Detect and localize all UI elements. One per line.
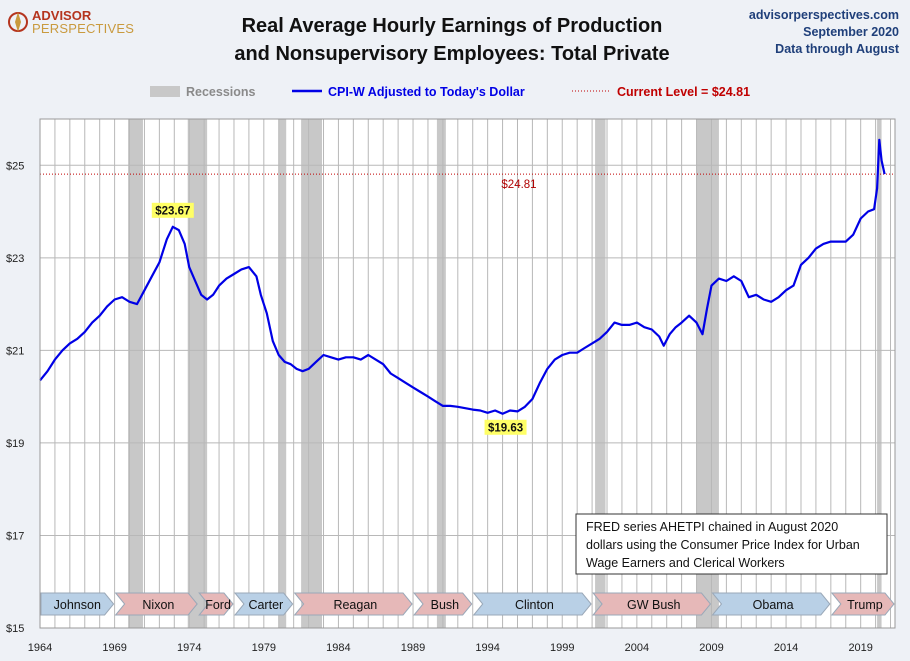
president-label: Clinton [515,598,554,612]
x-tick-label: 1994 [475,642,499,654]
y-tick-label: $21 [6,345,24,357]
president-label: Bush [431,598,460,612]
recession-bar [595,119,606,628]
legend-current: Current Level = $24.81 [617,85,750,99]
president-label: Reagan [333,598,377,612]
president-ribbon [114,592,198,616]
x-tick-label: 1979 [252,642,276,654]
president-label: GW Bush [627,598,681,612]
note-line1: FRED series AHETPI chained in August 202… [586,520,838,534]
x-tick-label: 2009 [699,642,723,654]
current-level-label: $24.81 [501,179,536,191]
recession-bar [436,119,446,628]
x-tick-label: 1964 [28,642,52,654]
logo: ADVISOR PERSPECTIVES [8,8,134,36]
note-frame [575,513,888,575]
x-tick-label: 1974 [177,642,201,654]
callout-box [484,419,527,435]
x-tick-label: 2019 [848,642,872,654]
series-layer [39,138,886,415]
president-label: Trump [847,598,883,612]
callout-label: $19.63 [488,422,523,434]
president-label: Johnson [54,598,101,612]
recession-bar [696,119,719,628]
plot-border [39,118,896,629]
president-layer: Johnson Nixon Ford Carter Reagan Bush Clinton G… [40,592,895,616]
y-tick-label: $17 [6,530,24,542]
president-ribbon [472,592,592,616]
chart-title-line1: Real Average Hourly Earnings of Producti… [242,15,663,37]
note-line3: Wage Earners and Clerical Workers [586,556,785,570]
president-ribbon [711,592,831,616]
legend-recession-swatch [150,86,180,97]
logo-line1: ADVISOR [32,8,92,23]
president-label: Nixon [142,598,174,612]
recession-bar [877,119,882,628]
x-tick-label: 2004 [625,642,649,654]
recession-bar [278,119,287,628]
chart-title-line2: and Nonsupervisory Employees: Total Priv… [234,43,669,65]
x-tick-label: 1989 [401,642,425,654]
x-tick-label: 2014 [774,642,798,654]
logo-star-icon [15,12,21,32]
logo-line2: PERSPECTIVES [32,21,134,36]
president-ribbon [830,592,895,616]
president-ribbon [233,592,294,616]
legend-series: CPI-W Adjusted to Today's Dollar [328,85,525,99]
president-ribbon [412,592,473,616]
series-line [39,138,886,415]
recession-bar [128,119,143,628]
x-tick-label: 1969 [102,642,126,654]
note-line2: dollars using the Consumer Price Index f… [586,538,860,552]
president-label: Obama [753,598,794,612]
source-date: September 2020 [803,25,899,39]
source-through: Data through August [775,42,900,56]
x-tick-label: 1999 [550,642,574,654]
source-site: advisorperspectives.com [749,8,899,22]
recession-bar [301,119,323,628]
president-ribbon [592,592,712,616]
y-tick-label: $25 [6,160,24,172]
president-label: Carter [248,598,283,612]
president-label: Ford [205,598,231,612]
annotation-layer: $23.67 $19.63 [151,202,527,435]
president-ribbon [40,592,115,616]
y-tick-label: $15 [6,623,24,635]
recession-layer [128,119,882,628]
president-ribbon [293,592,413,616]
y-tick-label: $19 [6,438,24,450]
callout-box [151,202,194,218]
legend-recessions: Recessions [186,85,256,99]
current-level-layer: $24.81 [40,173,895,191]
president-ribbon [198,592,234,616]
recession-bar [187,119,208,628]
legend: Recessions CPI-W Adjusted to Today's Dol… [150,85,750,99]
callout-label: $23.67 [155,205,190,217]
note-box: FRED series AHETPI chained in August 202… [575,513,888,575]
axis-layer: $15 $17 $19 $21 $23 $25 1964 1969 1974 1979 1984 19… [6,160,873,654]
x-tick-label: 1984 [326,642,350,654]
y-tick-label: $23 [6,253,24,265]
